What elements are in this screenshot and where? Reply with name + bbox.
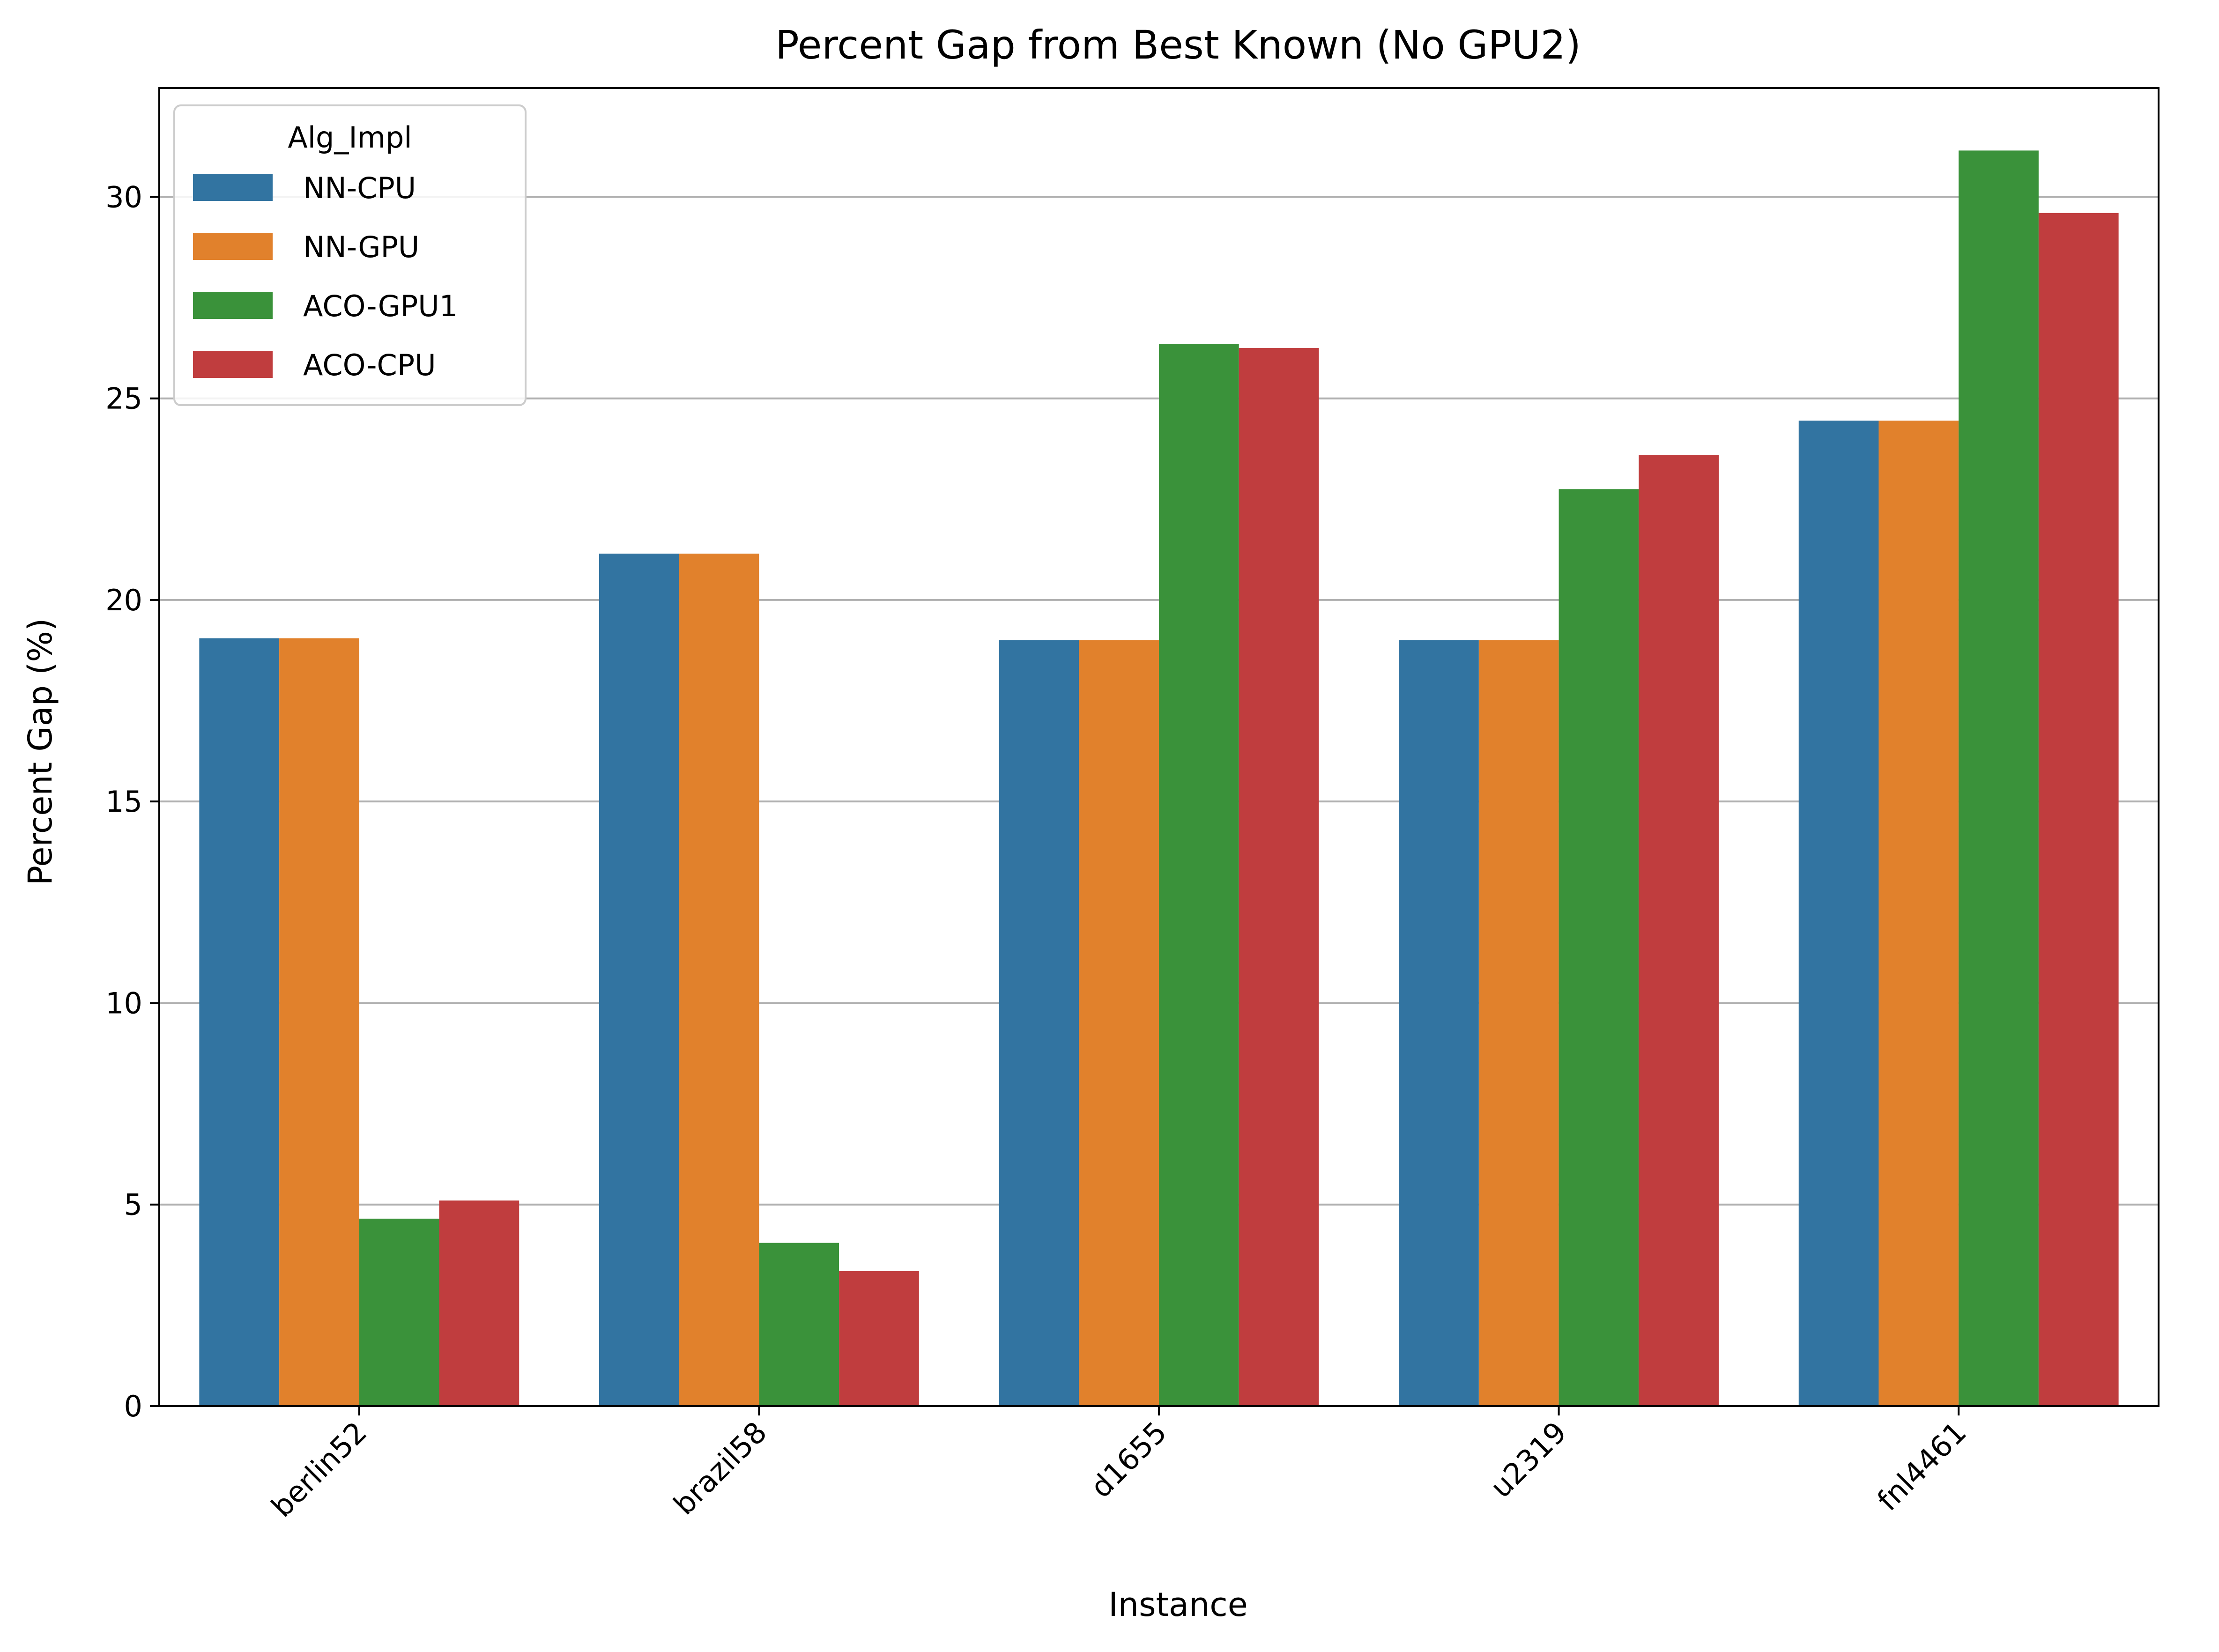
bar-nn-cpu-u2319 [1399, 640, 1479, 1406]
bar-aco-gpu1-brazil58 [759, 1243, 839, 1406]
legend-swatch-nn-cpu [193, 174, 273, 201]
y-axis-label: Percent Gap (%) [21, 618, 59, 886]
bar-nn-cpu-berlin52 [199, 638, 280, 1406]
y-tick-label: 20 [105, 583, 142, 617]
bar-nn-cpu-brazil58 [599, 553, 679, 1406]
bar-aco-gpu1-u2319 [1558, 489, 1639, 1406]
legend: Alg_Impl NN-CPU NN-GPU ACO-GPU1 ACO-CPU [173, 104, 527, 406]
x-axis-label: Instance [1108, 1585, 1248, 1624]
bar-nn-cpu-d1655 [999, 640, 1079, 1406]
y-tick-label: 25 [105, 382, 142, 416]
plot-frame [158, 87, 2160, 1407]
bar-nn-cpu-fnl4461 [1798, 420, 1879, 1406]
legend-title: Alg_Impl [288, 120, 412, 155]
y-tick-label: 5 [124, 1188, 142, 1222]
legend-label-nn-cpu: NN-CPU [303, 171, 416, 205]
bar-aco-cpu-berlin52 [439, 1200, 519, 1406]
bar-nn-gpu-berlin52 [279, 638, 359, 1406]
bar-aco-cpu-brazil58 [839, 1271, 919, 1406]
bar-nn-gpu-fnl4461 [1878, 420, 1959, 1406]
bar-aco-cpu-d1655 [1239, 348, 1319, 1406]
chart-title: Percent Gap from Best Known (No GPU2) [775, 22, 1581, 68]
legend-label-nn-gpu: NN-GPU [303, 230, 419, 264]
y-tick-label: 10 [105, 986, 142, 1020]
bar-nn-gpu-d1655 [1079, 640, 1159, 1406]
bar-aco-gpu1-fnl4461 [1959, 150, 2039, 1407]
bar-aco-gpu1-berlin52 [359, 1218, 439, 1406]
legend-swatch-aco-gpu1 [193, 292, 273, 319]
legend-swatch-aco-cpu [193, 351, 273, 378]
y-tick-label: 15 [105, 785, 142, 819]
bar-aco-gpu1-d1655 [1159, 344, 1239, 1407]
bar-aco-cpu-fnl4461 [2038, 213, 2119, 1407]
y-tick-label: 0 [124, 1389, 142, 1423]
bar-aco-cpu-u2319 [1639, 455, 1719, 1407]
legend-label-aco-gpu1: ACO-GPU1 [303, 289, 458, 323]
legend-swatch-nn-gpu [193, 233, 273, 260]
bar-nn-gpu-u2319 [1478, 640, 1559, 1406]
legend-label-aco-cpu: ACO-CPU [303, 348, 436, 382]
bar-nn-gpu-brazil58 [679, 553, 759, 1406]
y-tick-label: 30 [105, 180, 142, 214]
bars [199, 150, 2119, 1407]
